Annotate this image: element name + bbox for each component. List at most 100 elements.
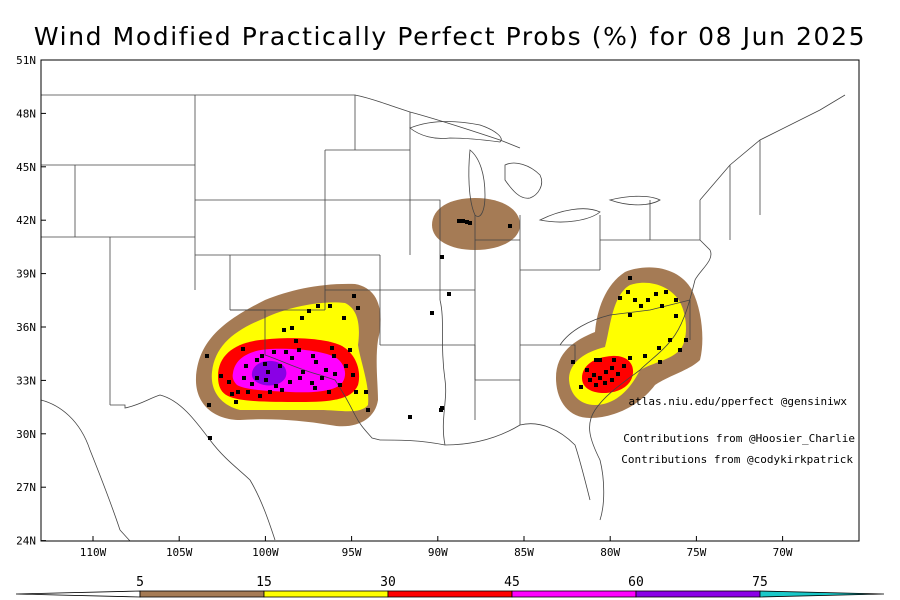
storm-report-marker (626, 290, 630, 294)
storm-report-marker (588, 378, 592, 382)
storm-report-marker (298, 376, 302, 380)
storm-report-marker (342, 316, 346, 320)
colorbar-tick-label: 30 (380, 575, 396, 590)
storm-report-marker (207, 403, 211, 407)
lat-label: 51N (16, 54, 36, 67)
storm-report-marker (508, 224, 512, 228)
map-title: Wind Modified Practically Perfect Probs … (33, 22, 867, 51)
storm-report-marker (610, 378, 614, 382)
storm-report-marker (320, 376, 324, 380)
storm-report-marker (618, 296, 622, 300)
storm-report-marker (351, 373, 355, 377)
lat-label: 30N (16, 428, 36, 441)
storm-report-marker (288, 380, 292, 384)
storm-report-marker (255, 376, 259, 380)
colorbar-segment (635, 590, 761, 598)
storm-report-marker (274, 384, 278, 388)
latitude-axis: 51N 48N 45N 42N 39N 36N 33N 30N 27N 24N (16, 54, 46, 548)
storm-report-marker (579, 385, 583, 389)
storm-report-marker (314, 360, 318, 364)
lon-label: 110W (80, 546, 107, 559)
storm-report-marker (660, 304, 664, 308)
lat-label: 39N (16, 268, 36, 281)
lon-label: 70W (773, 546, 793, 559)
storm-report-marker (234, 400, 238, 404)
storm-report-marker (294, 339, 298, 343)
credit-source: atlas.niu.edu/pperfect @gensiniwx (628, 395, 847, 408)
storm-report-marker (266, 370, 270, 374)
storm-report-marker (282, 328, 286, 332)
storm-report-marker (447, 292, 451, 296)
lat-label: 27N (16, 481, 36, 494)
storm-report-marker (628, 356, 632, 360)
storm-report-marker (594, 358, 598, 362)
storm-report-marker (260, 354, 264, 358)
storm-report-marker (230, 392, 234, 396)
storm-report-marker (674, 298, 678, 302)
storm-report-marker (313, 386, 317, 390)
colorbar-tick-label: 15 (256, 575, 272, 590)
lon-label: 90W (428, 546, 448, 559)
storm-report-marker (255, 358, 259, 362)
credit-contrib-2: Contributions from @codykirkpatrick (621, 453, 853, 466)
storm-report-marker (332, 354, 336, 358)
storm-report-marker (646, 298, 650, 302)
storm-report-marker (674, 314, 678, 318)
storm-report-marker (290, 356, 294, 360)
state-borders (40, 94, 846, 542)
lon-label: 105W (166, 546, 193, 559)
contour-5-lake-michigan (432, 198, 520, 250)
longitude-axis: 110W 105W 100W 95W 90W 85W 80W 75W 70W (80, 536, 793, 559)
lon-label: 75W (686, 546, 706, 559)
storm-report-marker (300, 316, 304, 320)
storm-report-marker (643, 354, 647, 358)
colorbar-tick-label: 75 (752, 575, 768, 590)
storm-report-marker (668, 338, 672, 342)
storm-report-marker (364, 390, 368, 394)
lat-label: 42N (16, 214, 36, 227)
storm-report-marker (461, 219, 465, 223)
contour-45-southern-plains (232, 348, 346, 393)
lat-label: 33N (16, 374, 36, 387)
storm-report-marker (654, 292, 658, 296)
colorbar-tick-label: 45 (504, 575, 520, 590)
storm-report-marker (242, 376, 246, 380)
storm-report-marker (263, 362, 267, 366)
storm-report-marker (612, 358, 616, 362)
storm-report-marker (236, 390, 240, 394)
storm-report-marker (684, 338, 688, 342)
storm-report-marker (658, 360, 662, 364)
storm-report-marker (324, 368, 328, 372)
storm-report-marker (598, 358, 602, 362)
storm-report-marker (366, 408, 370, 412)
storm-report-marker (227, 380, 231, 384)
storm-report-marker (327, 390, 331, 394)
lat-label: 24N (16, 535, 36, 548)
storm-report-marker (678, 348, 682, 352)
storm-report-marker (616, 372, 620, 376)
storm-report-marker (301, 370, 305, 374)
storm-report-marker (440, 406, 444, 410)
storm-report-marker (205, 354, 209, 358)
colorbar-tick-label: 5 (136, 575, 144, 590)
storm-report-marker (628, 313, 632, 317)
storm-report-marker (571, 360, 575, 364)
storm-report-marker (328, 304, 332, 308)
credit-contrib-1: Contributions from @Hoosier_Charlie (623, 432, 855, 445)
storm-report-marker (468, 221, 472, 225)
storm-report-marker (465, 220, 469, 224)
storm-report-marker (352, 294, 356, 298)
storm-report-marker (633, 298, 637, 302)
lon-label: 95W (342, 546, 362, 559)
colorbar-segment (511, 590, 637, 598)
storm-report-marker (592, 373, 596, 377)
storm-report-marker (628, 276, 632, 280)
storm-report-marker (250, 382, 254, 386)
colorbar-segment-below (15, 590, 141, 598)
storm-report-marker (280, 388, 284, 392)
storm-report-marker (316, 304, 320, 308)
colorbar-tick-label: 60 (628, 575, 644, 590)
storm-report-marker (457, 219, 461, 223)
storm-report-marker (208, 436, 212, 440)
storm-report-marker (356, 306, 360, 310)
